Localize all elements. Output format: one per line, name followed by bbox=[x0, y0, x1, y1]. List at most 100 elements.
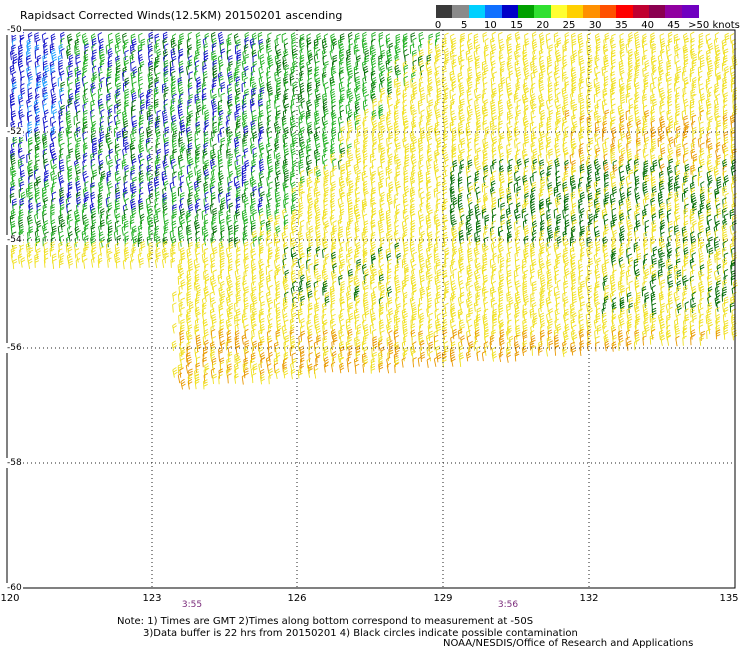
wind-barb bbox=[19, 169, 26, 181]
wind-barb bbox=[436, 324, 442, 335]
wind-barb bbox=[195, 49, 200, 60]
wind-barb bbox=[180, 307, 185, 318]
wind-barb bbox=[443, 48, 450, 59]
wind-barb bbox=[169, 66, 175, 77]
wind-barb bbox=[515, 43, 521, 54]
wind-barb bbox=[524, 136, 530, 147]
wind-barb bbox=[227, 33, 233, 44]
wind-barb bbox=[723, 296, 729, 307]
wind-barb bbox=[402, 198, 408, 209]
wind-barb bbox=[684, 38, 690, 49]
wind-barb bbox=[514, 60, 520, 71]
wind-barb bbox=[444, 247, 450, 258]
wind-barb bbox=[195, 32, 201, 43]
wind-barb bbox=[35, 39, 41, 50]
wind-barb bbox=[346, 131, 352, 142]
wind-barb bbox=[386, 147, 392, 158]
wind-barb bbox=[187, 48, 192, 59]
wind-barb bbox=[507, 246, 513, 258]
wind-barb bbox=[156, 132, 161, 143]
wind-barb bbox=[76, 185, 82, 197]
wind-barb bbox=[180, 125, 186, 136]
wind-barb bbox=[546, 54, 552, 66]
wind-barb bbox=[546, 218, 552, 230]
wind-barb bbox=[155, 241, 160, 253]
wind-barb bbox=[321, 75, 327, 87]
wind-barb bbox=[667, 38, 673, 49]
wind-barb bbox=[403, 185, 410, 197]
legend-swatch bbox=[485, 5, 502, 18]
wind-barb bbox=[522, 43, 528, 54]
wind-barb bbox=[668, 185, 673, 197]
legend-swatch bbox=[665, 5, 683, 18]
wind-barb bbox=[251, 43, 257, 54]
legend-swatch bbox=[468, 5, 486, 18]
wind-barb bbox=[666, 165, 673, 176]
wind-barb bbox=[426, 54, 432, 65]
wind-barb bbox=[300, 98, 306, 109]
wind-barb bbox=[219, 143, 225, 155]
wind-barb bbox=[546, 224, 553, 236]
wind-barb bbox=[274, 37, 279, 49]
wind-barb bbox=[115, 258, 121, 269]
wind-barb bbox=[545, 345, 551, 357]
wind-barb bbox=[722, 82, 728, 93]
wind-barb bbox=[275, 202, 281, 213]
wind-barb bbox=[138, 65, 143, 77]
wind-barb bbox=[491, 351, 497, 362]
wind-barb bbox=[321, 38, 327, 49]
wind-barb bbox=[419, 219, 425, 230]
wind-barb bbox=[697, 49, 703, 61]
wind-barb bbox=[354, 279, 361, 291]
wind-barb bbox=[586, 44, 592, 55]
wind-barb bbox=[404, 159, 410, 171]
wind-barb bbox=[51, 53, 58, 65]
wind-barb bbox=[410, 230, 415, 241]
wind-barb bbox=[204, 119, 210, 130]
wind-barb bbox=[652, 98, 658, 110]
wind-barb bbox=[116, 130, 122, 142]
wind-barb bbox=[283, 224, 289, 236]
wind-barb bbox=[307, 93, 313, 104]
wind-barb bbox=[667, 251, 672, 263]
wind-barb bbox=[595, 246, 601, 257]
wind-barb bbox=[490, 66, 496, 77]
wind-barb bbox=[156, 252, 161, 263]
wind-barb bbox=[610, 65, 616, 76]
wind-barb bbox=[620, 269, 625, 281]
wind-barb bbox=[306, 37, 312, 48]
wind-barb bbox=[91, 37, 97, 49]
wind-barb bbox=[516, 176, 521, 187]
wind-barb bbox=[436, 175, 441, 186]
wind-barb bbox=[148, 65, 154, 76]
wind-barb bbox=[691, 264, 697, 275]
wind-barb bbox=[91, 65, 97, 76]
wind-barb bbox=[98, 44, 104, 55]
wind-barb bbox=[476, 225, 482, 236]
wind-barb bbox=[11, 38, 17, 50]
wind-barb bbox=[308, 308, 313, 319]
wind-barb bbox=[561, 65, 567, 76]
wind-barb bbox=[380, 158, 386, 169]
wind-barb bbox=[322, 103, 328, 115]
wind-barb bbox=[137, 152, 143, 164]
wind-barb bbox=[137, 53, 144, 65]
wind-barb bbox=[235, 87, 241, 99]
wind-barb bbox=[346, 60, 352, 71]
wind-barb bbox=[524, 38, 530, 49]
wind-barb bbox=[329, 49, 334, 60]
wind-barb bbox=[451, 81, 457, 93]
wind-barb bbox=[434, 53, 440, 65]
wind-barb bbox=[491, 159, 497, 170]
wind-barb bbox=[578, 269, 584, 280]
wind-barb bbox=[580, 241, 586, 252]
wind-barb bbox=[97, 153, 103, 164]
wind-barb bbox=[418, 323, 424, 335]
wind-barb bbox=[307, 334, 313, 345]
wind-barb bbox=[401, 235, 407, 246]
wind-barb bbox=[274, 54, 280, 65]
wind-barb bbox=[578, 55, 584, 66]
wind-barb bbox=[322, 54, 327, 66]
wind-barb bbox=[132, 81, 137, 92]
legend-label: 5 bbox=[461, 20, 468, 31]
